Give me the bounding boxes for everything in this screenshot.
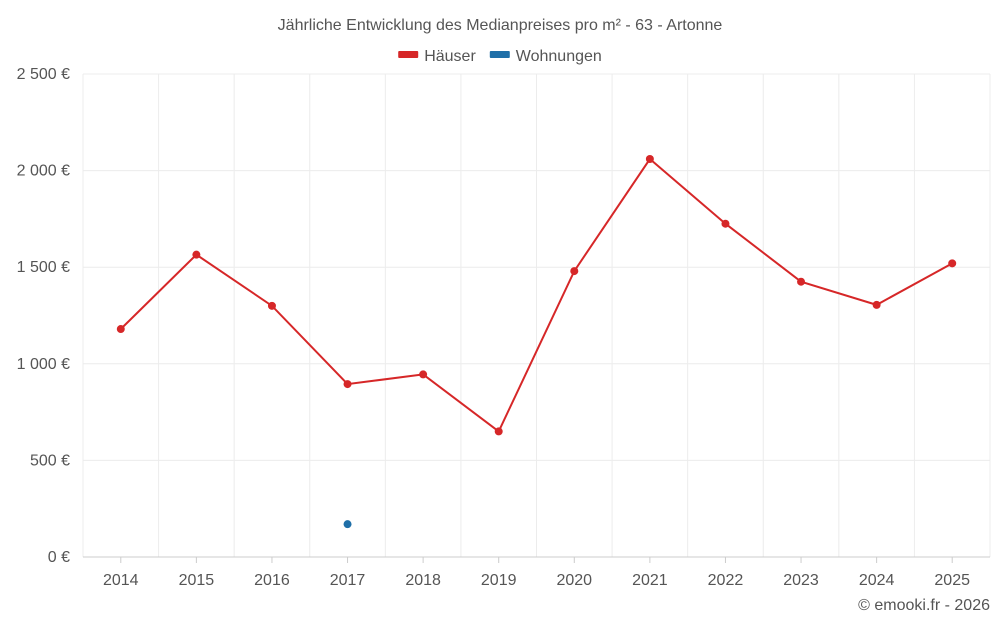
series-line [120,157,953,433]
data-point[interactable] [192,250,201,259]
y-tick-label: 0 € [48,549,70,566]
grid [82,73,991,557]
x-tick-label: 2017 [330,572,366,589]
data-point[interactable] [645,155,654,164]
chart-title: Jährliche Entwicklung des Medianpreises … [278,17,723,34]
data-point[interactable] [872,300,881,309]
legend-label: Häuser [424,48,476,65]
data-point[interactable] [948,259,957,268]
data-point[interactable] [797,277,806,286]
x-tick-label: 2018 [405,572,441,589]
y-tick-label: 1 000 € [17,356,70,373]
x-tick-label: 2014 [103,572,139,589]
y-tick-label: 2 000 € [17,163,70,180]
x-tick-label: 2020 [556,572,592,589]
x-tick-label: 2015 [179,572,215,589]
data-point[interactable] [721,219,730,228]
series-layer [116,155,957,529]
x-tick-label: 2019 [481,572,517,589]
data-point[interactable] [343,380,352,389]
data-point[interactable] [267,301,276,310]
x-tick-label: 2025 [934,572,970,589]
legend-label: Wohnungen [516,48,602,65]
axes: 0 € 500 € 1 000 € 1 500 € 2 000 € 2 500 € 2014… [17,66,990,589]
y-tick-label: 500 € [30,452,70,469]
copyright: © emooki.fr - 2026 [858,597,990,614]
legend-swatch [489,51,510,58]
data-point[interactable] [570,267,579,276]
data-point[interactable] [419,370,428,379]
data-point[interactable] [116,325,125,334]
legend-swatch [398,51,419,58]
x-tick-label: 2024 [859,572,895,589]
data-point[interactable] [494,427,503,436]
x-tick-label: 2016 [254,572,290,589]
x-tick-label: 2022 [708,572,744,589]
legend: Häuser Wohnungen [398,48,602,65]
y-tick-label: 2 500 € [17,66,70,83]
data-point[interactable] [343,520,352,529]
x-tick-label: 2023 [783,572,819,589]
y-tick-label: 1 500 € [17,259,70,276]
x-tick-label: 2021 [632,572,668,589]
